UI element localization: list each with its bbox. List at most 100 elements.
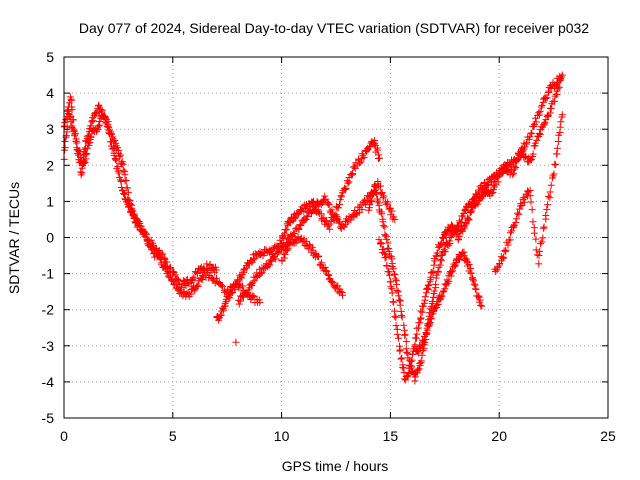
data-point-track-g xyxy=(377,239,385,247)
data-point-track-g xyxy=(429,267,437,275)
data-point-track-f xyxy=(379,222,387,230)
data-point-track-f xyxy=(372,190,380,198)
data-point-track-c xyxy=(344,179,352,187)
data-point-track-h xyxy=(447,272,455,280)
data-point-track-d xyxy=(302,216,310,224)
data-point-track-h xyxy=(470,277,478,285)
data-point-track-b xyxy=(87,133,95,141)
y-tick-label: 4 xyxy=(46,85,54,101)
data-point-track-c xyxy=(336,200,344,208)
data-point-track-h xyxy=(475,292,483,300)
data-point-track-f xyxy=(438,251,446,259)
data-point-track-i xyxy=(524,188,532,196)
data-point-track-g xyxy=(557,75,565,83)
data-point-track-f xyxy=(402,338,410,346)
data-point-track-f xyxy=(418,351,426,359)
data-point-track-b xyxy=(71,129,79,137)
data-point-track-c xyxy=(243,264,251,272)
y-axis-label: SDTVAR / TECUs xyxy=(6,182,22,294)
data-point-track-b xyxy=(184,289,192,297)
data-point-track-e xyxy=(284,246,292,254)
y-tick-label: 0 xyxy=(46,230,54,246)
data-point-track-c xyxy=(348,170,356,178)
data-point-track-g xyxy=(407,358,415,366)
data-point-track-i xyxy=(556,123,564,131)
data-point-track-d xyxy=(333,214,341,222)
data-point-track-c xyxy=(337,193,345,201)
data-point-track-c xyxy=(221,302,229,310)
data-point-track-d xyxy=(324,200,332,208)
data-point-track-c xyxy=(360,154,368,162)
data-point-track-f xyxy=(527,129,535,137)
data-point-track-i xyxy=(553,144,561,152)
data-point-track-h xyxy=(414,347,422,355)
data-point-track-d xyxy=(235,300,243,308)
data-point-track-c xyxy=(342,185,350,193)
data-point-track-i xyxy=(529,218,537,226)
data-point-track-g xyxy=(517,147,525,155)
data-point-track-b xyxy=(102,114,110,122)
data-point-track-a xyxy=(119,186,127,194)
data-point-track-f xyxy=(398,311,406,319)
data-point-track-b xyxy=(137,226,145,234)
data-point-track-d xyxy=(304,212,312,220)
data-point-track-f xyxy=(391,275,399,283)
data-point-track-b xyxy=(128,204,136,212)
data-point-track-f xyxy=(436,261,444,269)
data-point-track-f xyxy=(433,271,441,279)
data-point-track-a xyxy=(115,169,123,177)
data-point-track-a xyxy=(181,281,189,289)
data-point-track-a xyxy=(88,118,96,126)
data-point-track-g xyxy=(509,171,517,179)
data-point-track-b xyxy=(167,272,175,280)
data-point-track-c xyxy=(281,230,289,238)
data-point-track-b xyxy=(218,281,226,289)
data-point-track-b xyxy=(249,292,257,300)
data-point-track-c xyxy=(266,246,274,254)
data-point-track-g xyxy=(391,312,399,320)
data-point-track-h xyxy=(478,302,486,310)
data-point-track-h xyxy=(442,281,450,289)
data-point-track-f xyxy=(393,286,401,294)
data-point-track-b xyxy=(70,126,78,134)
data-point-track-h xyxy=(433,303,441,311)
data-point-track-f xyxy=(365,204,373,212)
data-point-track-d xyxy=(250,277,258,285)
data-point-track-h xyxy=(422,329,430,337)
data-point-track-g xyxy=(448,222,456,230)
data-point-track-g xyxy=(385,268,393,276)
data-point-track-g xyxy=(419,302,427,310)
data-point-track-f xyxy=(538,101,546,109)
data-point-track-b xyxy=(67,96,75,104)
data-point-track-g xyxy=(402,376,410,384)
data-point-track-e xyxy=(302,237,310,245)
data-point-track-g xyxy=(432,252,440,260)
data-point-track-i xyxy=(513,209,521,217)
data-point-track-a xyxy=(167,264,175,272)
data-point-track-b xyxy=(129,210,137,218)
data-point-track-g xyxy=(455,232,463,240)
data-point-track-g xyxy=(430,261,438,269)
data-point-track-g xyxy=(533,136,541,144)
data-point-track-e xyxy=(323,267,331,275)
data-point-track-f xyxy=(386,252,394,260)
data-point-track-g xyxy=(459,227,467,235)
data-point-track-d xyxy=(290,230,298,238)
data-point-track-g xyxy=(515,151,523,159)
x-tick-label: 20 xyxy=(491,428,507,444)
data-point-track-c xyxy=(357,158,365,166)
data-point-track-i xyxy=(552,161,560,169)
data-point-track-a xyxy=(120,190,128,198)
data-point-track-i xyxy=(507,229,515,237)
data-point-track-f xyxy=(400,321,408,329)
data-point-track-g xyxy=(447,221,455,229)
data-point-track-b xyxy=(96,118,104,126)
data-point-track-g xyxy=(434,249,442,257)
data-point-track-d xyxy=(376,182,384,190)
data-point-track-a xyxy=(171,271,179,279)
data-point-track-c xyxy=(323,217,331,225)
data-point-track-f xyxy=(537,103,545,111)
data-point-track-d xyxy=(378,189,386,197)
y-tick-label: 3 xyxy=(46,121,54,137)
data-point-track-f xyxy=(547,84,555,92)
